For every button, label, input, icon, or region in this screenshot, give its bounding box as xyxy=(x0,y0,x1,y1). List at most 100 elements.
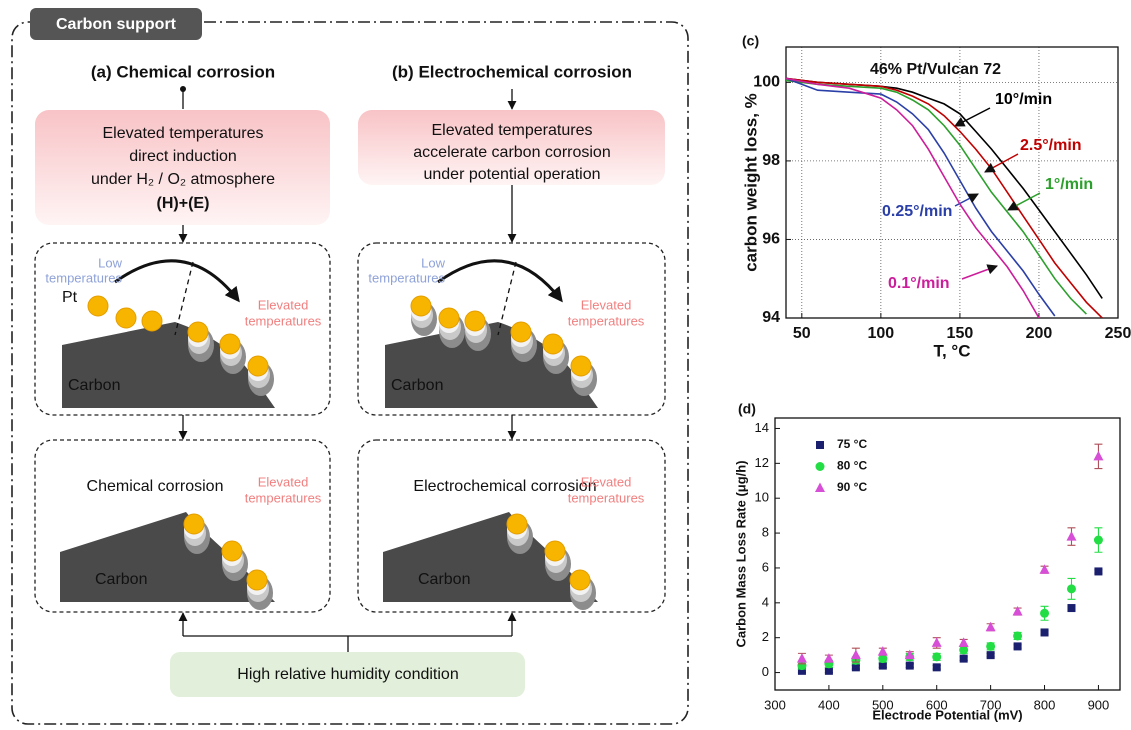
scene-note: temperatures xyxy=(568,490,645,505)
marker xyxy=(1066,584,1076,594)
pt-particle xyxy=(438,307,460,329)
x-tick-label: 50 xyxy=(793,325,811,342)
panel-label: (c) xyxy=(742,33,759,49)
series-label: 1°/min xyxy=(1045,176,1093,193)
series-line xyxy=(786,77,1103,318)
pt-particle xyxy=(246,569,268,591)
marker xyxy=(1039,564,1050,574)
marker xyxy=(931,637,942,647)
series-label: 0.1°/min xyxy=(888,275,950,292)
scenes xyxy=(60,259,598,610)
marker xyxy=(985,621,996,632)
marker xyxy=(1093,535,1103,545)
x-axis-title: Electrode Potential (mV) xyxy=(872,707,1022,722)
carbon xyxy=(60,512,275,602)
column-heading: (b) Electrochemical corrosion xyxy=(392,62,632,81)
y-tick-label: 0 xyxy=(762,664,769,679)
marker xyxy=(850,649,861,660)
pt-particle xyxy=(569,569,591,591)
carbon-label: Carbon xyxy=(68,377,120,394)
scene-note: Elevated xyxy=(581,474,632,489)
marker xyxy=(796,653,807,663)
stage-title: Electrochemical corrosion xyxy=(413,478,596,495)
condition-text: (H)+(E) xyxy=(157,195,210,212)
condition-text: under H₂ / O₂ atmosphere xyxy=(91,171,275,188)
marker xyxy=(878,661,887,670)
legend-marker xyxy=(815,482,825,492)
x-tick-label: 100 xyxy=(868,325,895,342)
marker xyxy=(1012,606,1023,616)
scene-note: Low xyxy=(98,255,122,270)
divider xyxy=(174,261,194,336)
y-tick-label: 10 xyxy=(755,490,769,505)
label-arrow xyxy=(954,193,979,207)
heat-arrow xyxy=(437,259,563,303)
x-tick-label: 700 xyxy=(980,697,1002,712)
series-label: 0.25°/min xyxy=(882,203,952,220)
marker xyxy=(1093,450,1104,461)
y-axis-title: Carbon Mass Loss Rate (μg/h) xyxy=(733,460,748,647)
stage-box xyxy=(34,439,331,613)
condition-text: direct induction xyxy=(129,148,237,165)
column-heading: (a) Chemical corrosion xyxy=(91,62,275,81)
scene xyxy=(62,259,275,408)
scene-note: temperatures xyxy=(45,270,122,285)
scene-note: Elevated xyxy=(581,297,632,312)
carbon xyxy=(385,322,598,408)
scene-note: temperatures xyxy=(568,313,645,328)
pt-particle xyxy=(219,333,241,355)
divider xyxy=(497,261,517,336)
label-tag xyxy=(30,8,202,40)
condition-text: Elevated temperatures xyxy=(103,125,264,142)
label-arrow xyxy=(954,107,991,127)
plot-frame xyxy=(785,46,1119,319)
marker xyxy=(932,652,942,662)
marker xyxy=(1013,631,1023,641)
pt-label: Pt xyxy=(62,289,78,306)
stage-box xyxy=(34,242,331,416)
marker xyxy=(1094,567,1103,576)
condition-box xyxy=(358,110,665,185)
y-tick-label: 100 xyxy=(753,74,780,91)
x-tick-label: 300 xyxy=(764,697,786,712)
x-tick-label: 500 xyxy=(872,697,894,712)
scene-note: Elevated xyxy=(258,297,309,312)
support-label: Carbon support xyxy=(56,16,177,33)
marker xyxy=(1040,628,1049,637)
chart-title: 46% Pt/Vulcan 72 xyxy=(870,61,1001,78)
marker xyxy=(959,645,969,655)
scene xyxy=(60,512,275,610)
y-tick-label: 14 xyxy=(755,420,769,435)
x-tick-label: 600 xyxy=(926,697,948,712)
marker xyxy=(905,661,914,670)
legend-label: 75 °C xyxy=(837,437,867,451)
y-tick-label: 96 xyxy=(762,231,780,248)
condition-box xyxy=(35,110,330,225)
pt-particle xyxy=(187,321,209,343)
legend-marker xyxy=(815,462,825,471)
pt-particle xyxy=(464,310,486,332)
carbon xyxy=(62,322,275,408)
condition-text: accelerate carbon corrosion xyxy=(413,144,610,161)
scene-note: temperatures xyxy=(245,313,322,328)
carbon xyxy=(383,512,598,602)
x-tick-label: 900 xyxy=(1088,697,1110,712)
marker xyxy=(904,649,915,660)
humidity-box xyxy=(170,652,525,697)
stage-box xyxy=(357,439,666,613)
pt-particle xyxy=(506,513,528,535)
marker xyxy=(823,653,834,663)
y-tick-label: 12 xyxy=(755,455,769,470)
x-tick-label: 200 xyxy=(1026,325,1053,342)
scene-note: temperatures xyxy=(368,270,445,285)
x-tick-label: 150 xyxy=(947,325,974,342)
marker xyxy=(824,666,833,675)
legend-marker xyxy=(816,441,824,449)
pt-particle xyxy=(570,355,592,377)
marker xyxy=(1066,531,1077,541)
marker xyxy=(1013,642,1022,651)
y-tick-label: 4 xyxy=(762,594,769,609)
scene-note: Elevated xyxy=(258,474,309,489)
